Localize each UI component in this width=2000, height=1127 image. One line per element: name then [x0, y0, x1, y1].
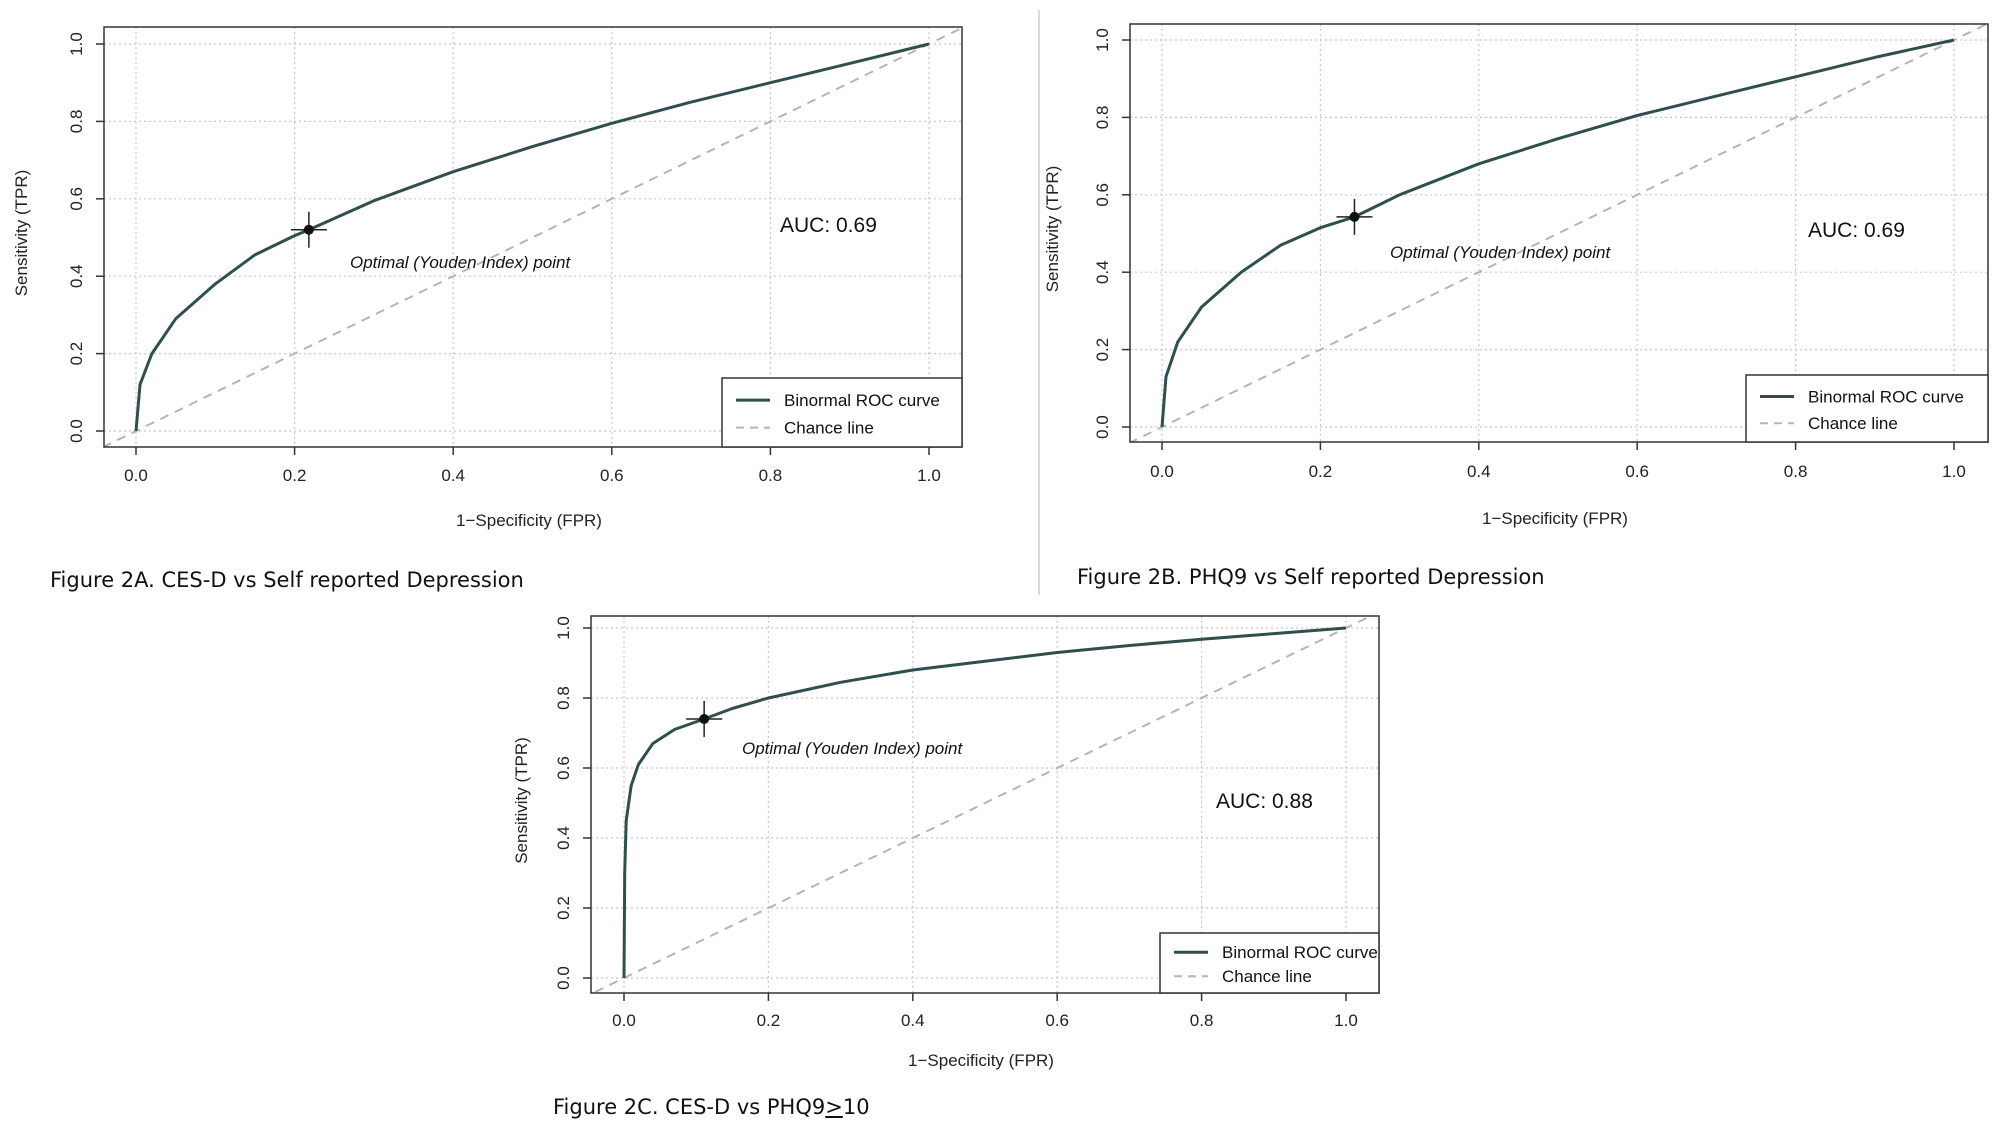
caption-2c-suffix: 10 — [842, 1095, 870, 1119]
x-tick-label: 0.6 — [1045, 1011, 1069, 1030]
y-axis-title: Sensitivity (TPR) — [512, 737, 531, 864]
y-tick-label: 1.0 — [554, 616, 573, 640]
x-tick-label: 0.4 — [901, 1011, 925, 1030]
legend-box — [1745, 374, 1989, 443]
auc-label: AUC: 0.88 — [1216, 790, 1313, 813]
plot-frame — [590, 615, 1380, 994]
y-tick-label: 0.2 — [1093, 338, 1112, 362]
y-axis-title: Sensitivity (TPR) — [1043, 166, 1062, 293]
chance-line — [1130, 24, 1988, 442]
y-tick-label: 0.8 — [1093, 106, 1112, 130]
y-tick-label: 0.6 — [554, 756, 573, 780]
x-tick-label: 0.8 — [1784, 462, 1808, 481]
legend-label-roc: Binormal ROC curve — [1808, 387, 1964, 406]
y-tick-label: 0.8 — [554, 686, 573, 710]
y-tick-label: 0.6 — [67, 187, 86, 211]
x-axis-title: 1−Specificity (FPR) — [1482, 509, 1628, 528]
y-tick-label: 0.4 — [554, 826, 573, 850]
chart-2c: 0.0 0.2 0.4 0.6 0.8 1.0 0.0 0.2 0.4 0.6 0.8 1.0 1−Sp… — [512, 615, 1380, 1070]
legend-label-roc: Binormal ROC curve — [784, 391, 940, 410]
optimal-point-label: Optimal (Youden Index) point — [1390, 243, 1611, 262]
x-tick-label: 0.6 — [1625, 462, 1649, 481]
y-tick-label: 0.0 — [67, 419, 86, 443]
x-tick-label: 0.2 — [283, 466, 307, 485]
x-tick-label: 0.8 — [1190, 1011, 1214, 1030]
y-tick-label: 0.2 — [554, 896, 573, 920]
optimal-point-label: Optimal (Youden Index) point — [742, 739, 963, 758]
caption-2a: Figure 2A. CES-D vs Self reported Depres… — [50, 568, 524, 592]
x-tick-label: 0.8 — [759, 466, 783, 485]
chance-line — [591, 616, 1374, 993]
plot-frame — [103, 26, 963, 448]
legend-label-roc: Binormal ROC curve — [1222, 943, 1378, 962]
legend-label-chance: Chance line — [1808, 414, 1898, 433]
x-tick-label: 1.0 — [1942, 462, 1966, 481]
legend-box — [721, 377, 963, 448]
chart-2a: 0.0 0.2 0.4 0.6 0.8 1.0 0.0 0.2 0.4 0.6 0.8 1.0 1−Sp… — [12, 26, 963, 530]
y-tick-label: 0.4 — [67, 264, 86, 288]
x-tick-label: 0.0 — [612, 1011, 636, 1030]
x-tick-label: 0.2 — [1309, 462, 1333, 481]
roc-curve — [1160, 38, 1955, 428]
y-tick-label: 0.2 — [67, 342, 86, 366]
auc-label: AUC: 0.69 — [780, 214, 877, 237]
y-tick-label: 0.0 — [1093, 415, 1112, 439]
optimal-point-label: Optimal (Youden Index) point — [350, 253, 571, 272]
caption-2c-symbol: > — [825, 1095, 843, 1119]
y-tick-label: 0.0 — [554, 966, 573, 990]
caption-2c: Figure 2C. CES-D vs PHQ9>10 — [553, 1095, 870, 1119]
optimal-point — [699, 714, 710, 724]
y-tick-label: 0.6 — [1093, 183, 1112, 207]
x-axis-title: 1−Specificity (FPR) — [456, 511, 602, 530]
x-tick-label: 1.0 — [1334, 1011, 1358, 1030]
y-tick-label: 1.0 — [67, 32, 86, 56]
x-tick-label: 0.4 — [1467, 462, 1491, 481]
x-axis-title: 1−Specificity (FPR) — [908, 1051, 1054, 1070]
auc-label: AUC: 0.69 — [1808, 219, 1905, 242]
legend-label-chance: Chance line — [1222, 967, 1312, 986]
legend-box — [1159, 932, 1380, 994]
optimal-point — [303, 224, 314, 235]
chance-line — [104, 27, 962, 447]
y-tick-label: 1.0 — [1093, 28, 1112, 52]
plot-frame — [1129, 23, 1989, 443]
legend-label-chance: Chance line — [784, 419, 874, 438]
roc-curve — [134, 42, 930, 432]
x-tick-label: 0.4 — [441, 466, 465, 485]
x-tick-label: 1.0 — [917, 466, 941, 485]
caption-2c-prefix: Figure 2C. CES-D vs PHQ9 — [553, 1095, 826, 1119]
x-tick-label: 0.6 — [600, 466, 624, 485]
x-tick-label: 0.0 — [1150, 462, 1174, 481]
x-tick-label: 0.0 — [124, 466, 148, 485]
y-tick-label: 0.4 — [1093, 260, 1112, 284]
chart-2b: 0.0 0.2 0.4 0.6 0.8 1.0 0.0 0.2 0.4 0.6 0.8 1.0 1−Sp… — [1043, 23, 1989, 528]
x-tick-label: 0.2 — [757, 1011, 781, 1030]
y-tick-label: 0.8 — [67, 110, 86, 134]
optimal-point — [1349, 211, 1360, 222]
caption-2b: Figure 2B. PHQ9 vs Self reported Depress… — [1077, 565, 1545, 589]
roc-curve — [622, 626, 1347, 979]
y-axis-title: Sensitivity (TPR) — [12, 170, 31, 297]
